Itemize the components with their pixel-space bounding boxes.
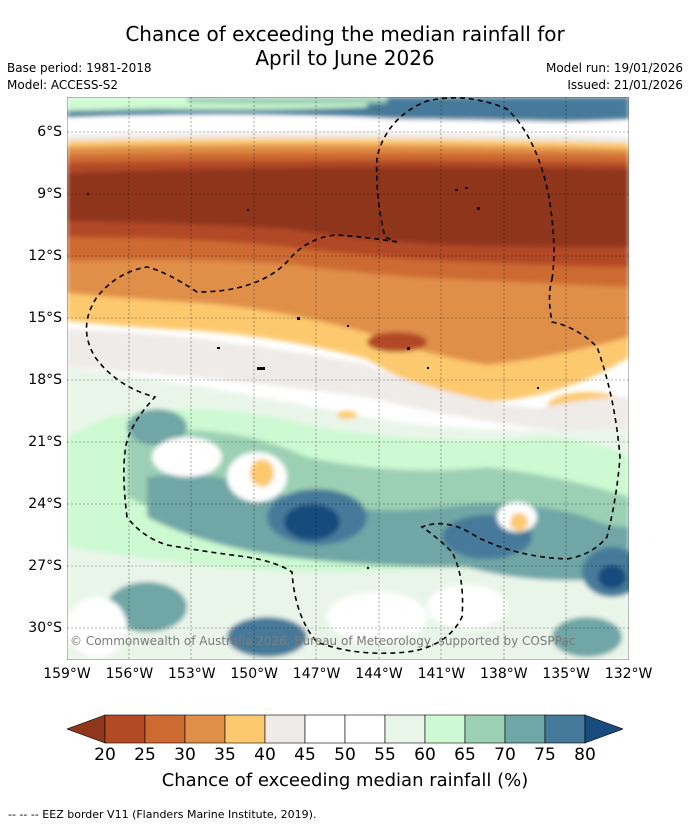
eez-footnote: -- -- -- EEZ border V11 (Flanders Marine… [8,808,317,821]
colorbar-segment [344,714,386,744]
colorbar-tick-label: 45 [294,745,316,765]
colorbar-tick-label: 35 [214,745,236,765]
longitude-label: 141°W [417,666,466,682]
latitude-label: 9°S [37,186,62,202]
rainfall-map [67,97,629,660]
longitude-label: 156°W [105,666,154,682]
issued-date: Issued: 21/01/2026 [567,78,683,92]
colorbar-tick-label: 60 [414,745,436,765]
colorbar-tick-label: 65 [454,745,476,765]
longitude-label: 144°W [355,666,403,682]
colorbar-tick-label: 80 [574,745,596,765]
colorbar-title: Chance of exceeding median rainfall (%) [161,770,529,791]
colorbar-segment [144,714,186,744]
colorbar-tick-label: 50 [334,745,356,765]
colorbar-tick-label: 20 [94,745,116,765]
colorbar-segment [544,714,586,744]
colorbar-segment [504,714,546,744]
colorbar-segment [424,714,466,744]
colorbar [67,714,623,744]
longitude-label: 147°W [292,666,341,682]
longitude-label: 153°W [168,666,216,682]
latitude-label: 27°S [28,558,62,574]
graticule [67,97,629,660]
latitude-label: 12°S [28,248,62,264]
islands [87,187,539,569]
eez-borders [85,97,621,654]
colorbar-tick-label: 25 [134,745,156,765]
longitude-label: 150°W [230,666,278,682]
latitude-label: 15°S [28,310,62,326]
longitude-label: 159°W [43,666,91,682]
colorbar-tick-label: 40 [254,745,276,765]
colorbar-segment [104,714,146,744]
longitude-label: 132°W [604,666,653,682]
base-period: Base period: 1981-2018 [7,61,152,75]
latitude-label: 21°S [28,434,62,450]
colorbar-tick-label: 75 [534,745,556,765]
meta-right: Model run: 19/01/2026 Issued: 21/01/2026 [546,60,683,94]
colorbar-tick-label: 70 [494,745,516,765]
colorbar-tick-label: 30 [174,745,196,765]
title-line-2: April to June 2026 [255,46,435,70]
map-title: Chance of exceeding the median rainfall … [0,22,690,70]
copyright-notice: © Commonwealth of Australia 2026, Bureau… [70,634,576,648]
colorbar-segment [304,714,346,744]
colorbar-tick-label: 55 [374,745,396,765]
latitude-label: 24°S [28,496,62,512]
colorbar-segment [264,714,306,744]
longitude-label: 135°W [542,666,590,682]
title-line-1: Chance of exceeding the median rainfall … [125,22,565,46]
latitude-label: 6°S [37,124,62,140]
colorbar-segment [224,714,266,744]
meta-left: Base period: 1981-2018 Model: ACCESS-S2 [7,60,152,94]
model-run: Model run: 19/01/2026 [545,61,683,75]
colorbar-segment [464,714,506,744]
longitude-label: 138°W [480,666,528,682]
colorbar-segment [184,714,226,744]
latitude-label: 18°S [28,372,62,388]
colorbar-segment [384,714,426,744]
latitude-label: 30°S [28,620,62,636]
colorbar-low-extension [67,714,106,744]
probability-field [67,97,629,660]
colorbar-high-extension [584,714,623,744]
model-name: Model: ACCESS-S2 [7,78,119,92]
